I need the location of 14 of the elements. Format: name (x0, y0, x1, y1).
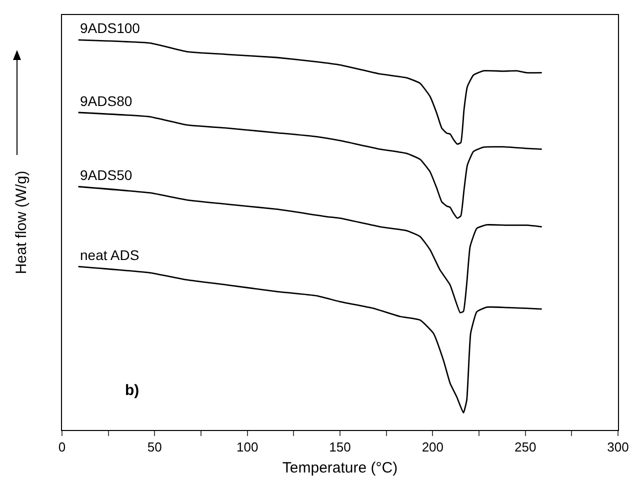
x-axis-title: Temperature (°C) (282, 460, 398, 477)
x-tick-label: 200 (422, 440, 444, 455)
x-tick-label: 100 (236, 440, 258, 455)
x-tick-label: 300 (607, 440, 629, 455)
x-tick-label: 0 (58, 440, 66, 455)
series-label: neat ADS (80, 247, 140, 263)
annotation: b) (125, 382, 140, 399)
series-label: 9ADS100 (80, 20, 140, 36)
series-label: 9ADS80 (80, 93, 132, 109)
x-tick-label: 50 (147, 440, 162, 455)
y-axis-title: Heat flow (W/g) (13, 170, 30, 274)
x-tick-label: 250 (514, 440, 536, 455)
series-label: 9ADS50 (80, 167, 132, 183)
x-tick-label: 150 (329, 440, 351, 455)
